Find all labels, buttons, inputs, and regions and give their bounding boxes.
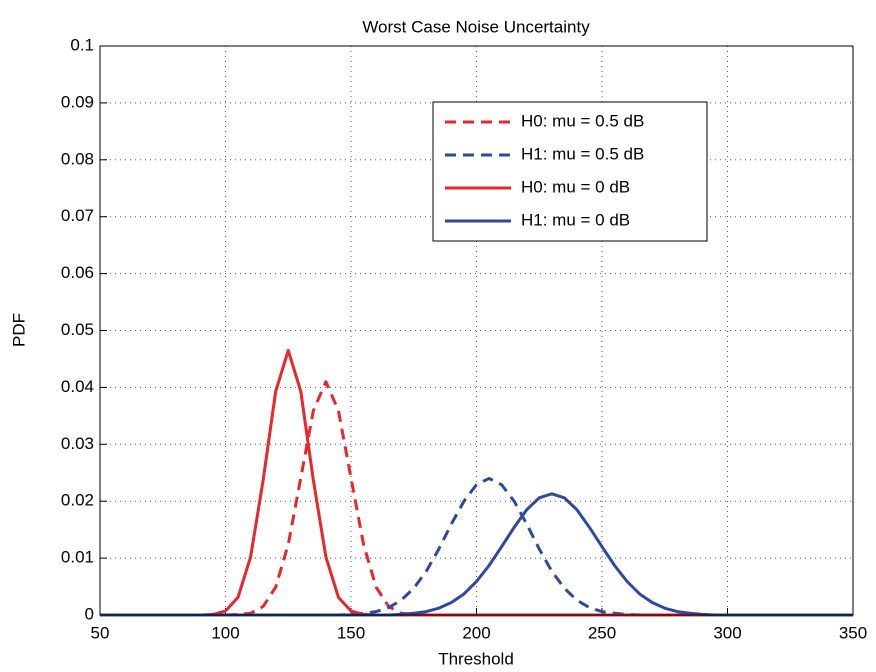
x-tick-label: 200 xyxy=(462,623,490,642)
y-tick-label: 0.07 xyxy=(61,206,94,225)
x-tick-label: 300 xyxy=(713,623,741,642)
legend-label: H1: mu = 0 dB xyxy=(521,210,630,229)
y-tick-label: 0.1 xyxy=(70,35,94,54)
y-tick-label: 0.05 xyxy=(61,320,94,339)
chart-title: Worst Case Noise Uncertainty xyxy=(362,17,590,36)
x-tick-label: 250 xyxy=(588,623,616,642)
y-tick-label: 0.08 xyxy=(61,149,94,168)
y-tick-label: 0.09 xyxy=(61,92,94,111)
y-tick-label: 0.01 xyxy=(61,548,94,567)
y-tick-label: 0.06 xyxy=(61,263,94,282)
y-tick-label: 0.04 xyxy=(61,377,94,396)
legend: H0: mu = 0.5 dB H1: mu = 0.5 dB H0: mu = 0… xyxy=(432,101,708,242)
x-tick-label: 350 xyxy=(839,623,867,642)
plot-frame xyxy=(99,45,854,616)
y-tick-label: 0 xyxy=(85,604,94,623)
legend-label: H0: mu = 0 dB xyxy=(521,177,630,196)
legend-label: H1: mu = 0.5 dB xyxy=(521,144,644,163)
y-tick-label: 0.03 xyxy=(61,434,94,453)
legend-box xyxy=(432,101,708,242)
y-axis-label: PDF xyxy=(9,313,28,347)
x-tick-label: 50 xyxy=(91,623,110,642)
x-axis-label: Threshold xyxy=(438,649,514,668)
legend-label: H0: mu = 0.5 dB xyxy=(521,111,644,130)
x-tick-label: 150 xyxy=(337,623,365,642)
y-tick-label: 0.02 xyxy=(61,491,94,510)
x-tick-label: 100 xyxy=(211,623,239,642)
